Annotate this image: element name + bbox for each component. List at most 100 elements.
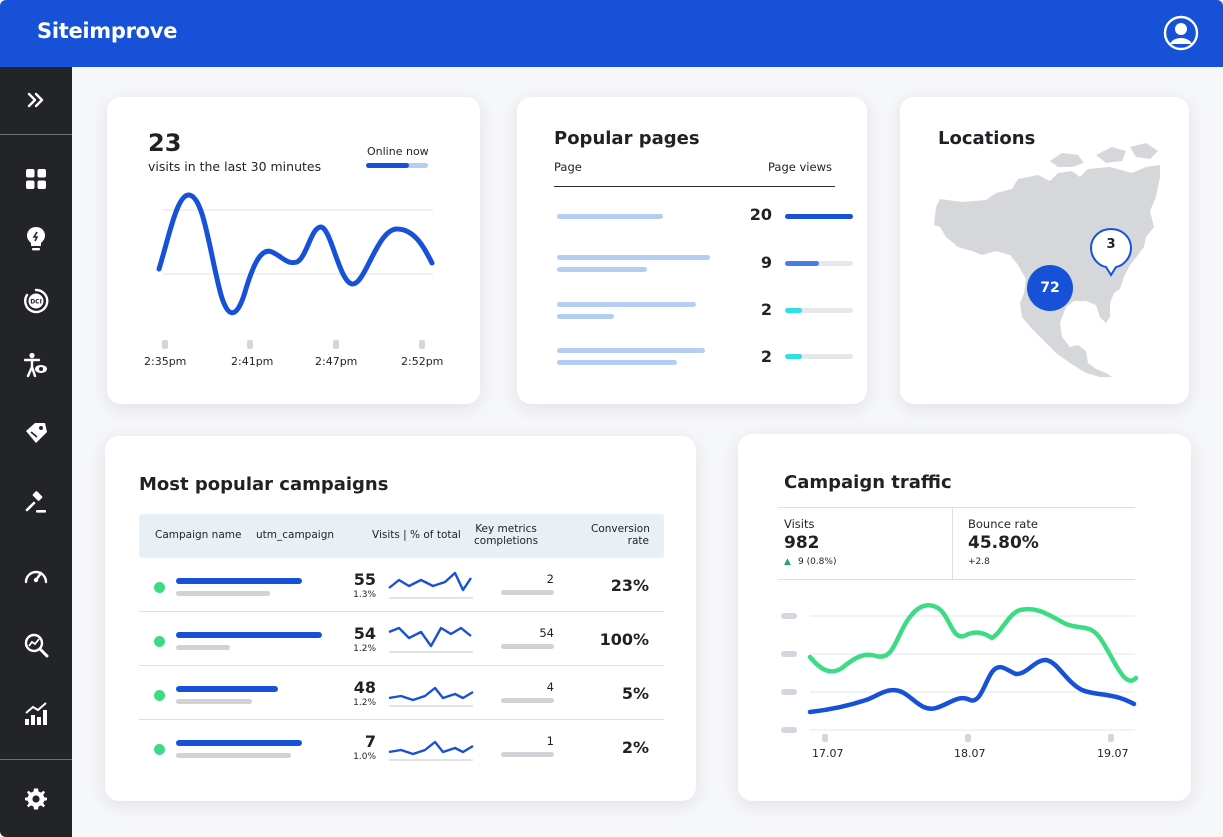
table-row[interactable]: 54 1.2% 54 100%: [139, 612, 664, 666]
location-pin-count: 3: [1106, 237, 1116, 252]
bounce-rate-delta: +2.8: [968, 557, 990, 567]
page-placeholder-bar: [557, 302, 696, 307]
table-row[interactable]: 7 1.0% 1 2%: [139, 720, 664, 774]
status-dot: [154, 636, 165, 647]
traffic-line-chart: [781, 603, 1139, 742]
page-placeholder-bar: [557, 314, 614, 319]
campaign-name-bar: [176, 740, 302, 746]
date-tick: 19.07: [1097, 747, 1129, 760]
sidebar-item-dashboard[interactable]: [0, 157, 72, 201]
page-views-track: [785, 261, 853, 266]
speedometer-icon: [24, 570, 48, 584]
completions-bar: [501, 644, 554, 649]
page-placeholder-bar: [557, 348, 705, 353]
utm-campaign-bar: [176, 591, 270, 596]
sidebar-item-performance[interactable]: [0, 554, 72, 598]
conversion-rate-value: 5%: [621, 684, 649, 703]
popular-pages-card: Popular pages Page Page views 20 9 2 2: [517, 97, 867, 404]
sidebar-item-marketing[interactable]: [0, 411, 72, 455]
conversion-rate-value: 2%: [621, 738, 649, 757]
gavel-icon: [25, 491, 46, 513]
settings-button[interactable]: [0, 777, 72, 821]
visits-value: 982: [784, 533, 820, 553]
campaign-name-bar: [176, 578, 302, 584]
column-header-key-metrics: Key metrics completions: [474, 523, 539, 547]
visits-value: 54: [353, 624, 376, 643]
tag-icon: [26, 423, 47, 443]
lightbulb-icon: [27, 227, 45, 251]
location-pin[interactable]: [1087, 227, 1135, 283]
bounce-rate-value: 45.80%: [968, 533, 1039, 553]
sidebar-item-policy[interactable]: [0, 481, 72, 525]
list-item[interactable]: 20: [554, 205, 853, 229]
list-item[interactable]: 2: [554, 347, 853, 378]
date-tick: 17.07: [812, 747, 844, 760]
page-views-value: 20: [749, 205, 772, 224]
visits-value: 48: [353, 678, 376, 697]
sidebar-item-analytics[interactable]: [0, 692, 72, 736]
sidebar-item-seo[interactable]: [0, 623, 72, 667]
trend-up-icon: ▲: [784, 557, 791, 567]
bar-chart-icon: [25, 702, 47, 725]
time-tick: 2:47pm: [315, 355, 358, 368]
visits-label: Visits: [784, 517, 815, 531]
double-chevron-right-icon: [27, 92, 44, 108]
table-row[interactable]: 48 1.2% 4 5%: [139, 666, 664, 720]
status-dot: [154, 744, 165, 755]
dci-icon: DCI: [24, 288, 49, 314]
sidebar: DCI: [0, 67, 72, 837]
visits-value: 7: [364, 732, 376, 751]
page-placeholder-bar: [557, 267, 647, 272]
sidebar-item-insights[interactable]: [0, 217, 72, 261]
card-title: Campaign traffic: [784, 472, 952, 493]
column-header-page: Page: [554, 160, 582, 174]
table-row[interactable]: 55 1.3% 2 23%: [139, 558, 664, 612]
page-views-bar: [785, 214, 853, 219]
column-header-page-views: Page views: [768, 160, 832, 174]
completions-bar: [501, 698, 554, 703]
user-avatar-icon[interactable]: [1163, 15, 1199, 51]
campaign-name-bar: [176, 632, 322, 638]
page-placeholder-bar: [557, 360, 677, 365]
table-header: Campaign name utm_campaign Visits | % of…: [139, 514, 664, 558]
online-now-label: Online now: [367, 145, 429, 158]
visits-label: visits in the last 30 minutes: [148, 159, 322, 174]
divider: [952, 507, 953, 579]
column-header-conversion-rate: Conversion rate: [591, 523, 650, 547]
utm-campaign-bar: [176, 645, 230, 650]
page-views-value: 2: [760, 300, 772, 319]
visits-line-chart: [156, 192, 435, 349]
header-divider: [554, 186, 835, 187]
card-title: Most popular campaigns: [139, 474, 389, 495]
page-views-value: 2: [760, 347, 772, 366]
visits-percent: 1.2%: [353, 698, 376, 708]
visits-value: 55: [353, 570, 376, 589]
list-item[interactable]: 9: [554, 253, 853, 283]
status-dot: [154, 690, 165, 701]
page-views-bar: [785, 261, 819, 266]
expand-sidebar-button[interactable]: [0, 78, 72, 122]
sidebar-divider: [0, 134, 72, 135]
page-placeholder-bar: [557, 214, 663, 219]
page-views-value: 9: [760, 253, 772, 272]
app-logo[interactable]: Siteimprove: [37, 19, 178, 43]
page-views-track: [785, 308, 853, 313]
completions-value: 1: [546, 734, 554, 748]
completions-value: 54: [539, 626, 554, 640]
card-title: Popular pages: [554, 128, 700, 149]
search-chart-icon: [24, 633, 49, 658]
time-tick: 2:41pm: [231, 355, 274, 368]
visits-percent: 1.0%: [353, 752, 376, 762]
sidebar-item-dci[interactable]: DCI: [0, 279, 72, 323]
sidebar-item-accessibility[interactable]: [0, 343, 72, 387]
date-tick: 18.07: [954, 747, 986, 760]
completions-value: 4: [546, 680, 554, 694]
list-item[interactable]: 2: [554, 300, 853, 330]
column-header-utm-campaign: utm_campaign: [256, 529, 335, 541]
visits-percent: 1.3%: [353, 590, 376, 600]
utm-campaign-bar: [176, 753, 291, 758]
visits-sparkline: [388, 571, 473, 599]
visits-delta: 9 (0.8%): [798, 557, 837, 567]
dci-label: DCI: [30, 298, 42, 305]
location-bubble[interactable]: 72: [1027, 265, 1073, 311]
